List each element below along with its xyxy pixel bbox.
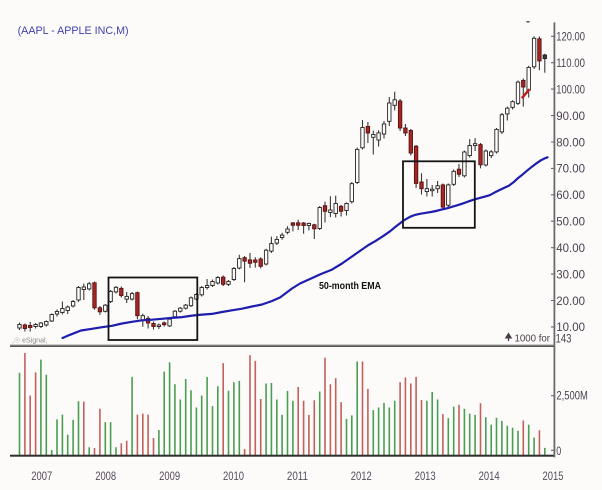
svg-text:2007: 2007 <box>31 471 52 483</box>
svg-text:90.00: 90.00 <box>556 109 585 123</box>
svg-text:2010: 2010 <box>223 471 244 483</box>
svg-text:70.00: 70.00 <box>556 162 585 176</box>
svg-text:143: 143 <box>556 332 572 346</box>
svg-text:0: 0 <box>556 444 561 458</box>
svg-text:,☉ eSignal,: ,☉ eSignal, <box>12 337 48 345</box>
svg-text:110.00: 110.00 <box>556 56 585 70</box>
svg-text:10.00: 10.00 <box>556 320 585 334</box>
svg-text:120.00: 120.00 <box>556 30 585 44</box>
svg-text:50.00: 50.00 <box>556 215 585 229</box>
svg-text:1000 for: 1000 for <box>515 334 551 345</box>
svg-text:2015: 2015 <box>543 471 564 483</box>
svg-text:50-month EMA: 50-month EMA <box>319 281 381 292</box>
svg-text:60.00: 60.00 <box>556 188 585 202</box>
svg-text:40.00: 40.00 <box>556 241 585 255</box>
svg-text:2014: 2014 <box>479 471 500 483</box>
svg-text:2,500M: 2,500M <box>556 389 587 403</box>
svg-text:2009: 2009 <box>159 471 180 483</box>
svg-text:2012: 2012 <box>351 471 372 483</box>
svg-text:30.00: 30.00 <box>556 267 585 281</box>
svg-text:(AAPL - APPLE INC,M): (AAPL - APPLE INC,M) <box>18 25 129 37</box>
svg-text:80.00: 80.00 <box>556 135 585 149</box>
svg-text:2013: 2013 <box>415 471 436 483</box>
svg-text:100.00: 100.00 <box>556 82 585 96</box>
svg-text:2008: 2008 <box>95 471 116 483</box>
svg-text:2011: 2011 <box>287 471 308 483</box>
svg-text:20.00: 20.00 <box>556 294 585 308</box>
